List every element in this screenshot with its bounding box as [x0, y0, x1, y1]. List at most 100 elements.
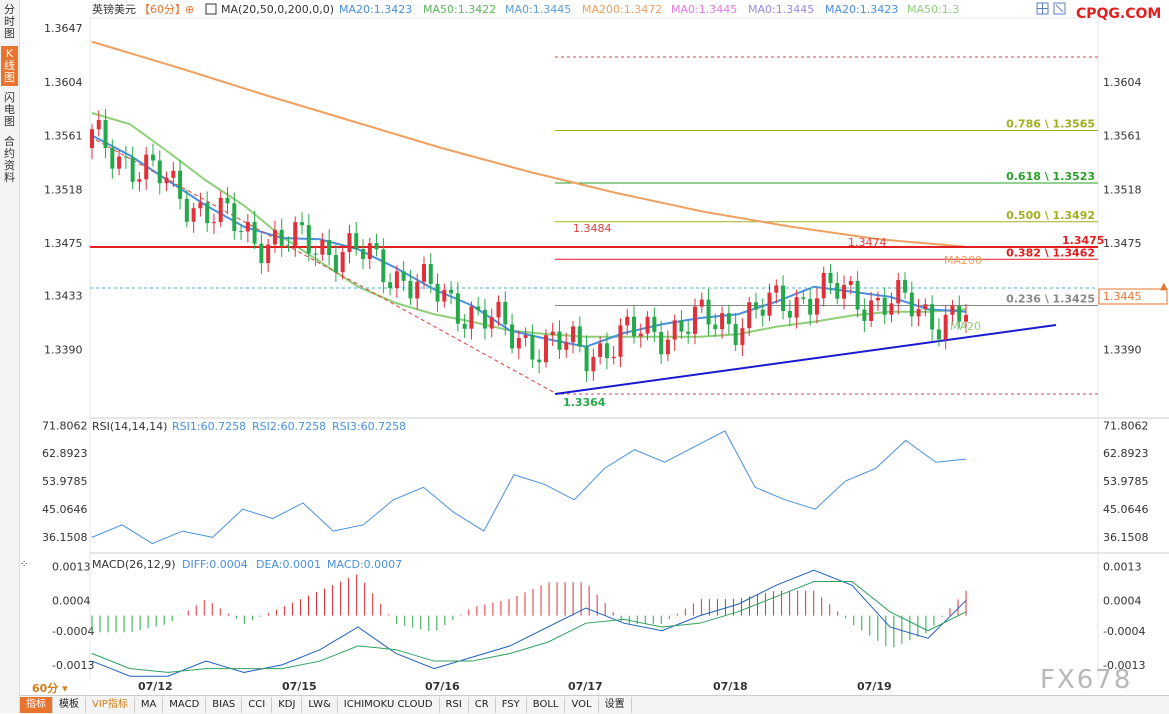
candle-body	[862, 309, 867, 322]
rsi-tick-label: 36.1508	[42, 531, 88, 544]
toolbar-bias[interactable]: BIAS	[206, 697, 243, 713]
low-annotation: 1.3364	[563, 396, 606, 409]
toolbar-kdj[interactable]: KDJ	[272, 697, 303, 713]
candle-body	[164, 177, 169, 184]
fullscreen-icon[interactable]	[1036, 2, 1049, 15]
candle-body	[354, 233, 359, 250]
candle-body	[604, 343, 609, 359]
y-tick-label: 1.3433	[44, 290, 83, 303]
candle-body	[706, 299, 711, 325]
macd-dea-line	[91, 581, 967, 673]
candle-body	[150, 154, 155, 161]
rsi-line	[91, 430, 967, 545]
period-selector-label: 60分	[32, 682, 59, 695]
toolbar-macd[interactable]: MACD	[163, 697, 207, 713]
macd-tick-label: -0.0004	[1103, 625, 1145, 638]
candle-body	[964, 315, 968, 322]
candle-body	[584, 346, 589, 372]
candle-body	[96, 120, 101, 130]
candle-body	[801, 297, 806, 299]
candle-body	[875, 297, 880, 301]
candle-body	[611, 356, 616, 359]
period-label: 【60分】	[139, 3, 186, 16]
toolbar-cci[interactable]: CCI	[242, 697, 273, 713]
fib-level-label: 0.618 \ 1.3523	[1006, 170, 1095, 183]
macd-tick-label: -0.0004	[52, 625, 94, 638]
candle-body	[645, 316, 650, 334]
candle-body	[774, 285, 779, 293]
rsi-tick-label: 53.9785	[42, 475, 88, 488]
symbol-name: 英镑美元	[92, 2, 136, 16]
candle-body	[394, 271, 399, 289]
toolbar-rsi[interactable]: RSI	[440, 697, 469, 713]
candle-body	[503, 301, 508, 325]
tab-kline[interactable]: K线图	[1, 46, 18, 86]
candle-body	[618, 325, 623, 357]
candle-body	[313, 253, 318, 255]
candle-body	[896, 280, 901, 304]
candle-body	[557, 331, 562, 350]
chart-area: 英镑美元 【60分】 ⊕ MA(20,50,0,200,0,0) MA20:1.…	[20, 2, 1169, 695]
candle-body	[455, 293, 460, 324]
candle-body	[320, 240, 325, 255]
candle-body	[855, 281, 860, 310]
candle-body	[659, 331, 664, 355]
candle-body	[923, 304, 928, 310]
candle-body	[401, 271, 406, 281]
candle-body	[842, 284, 847, 299]
ma-params: MA(20,50,0,200,0,0)	[221, 3, 334, 16]
indicator-toggle-icon[interactable]	[205, 3, 217, 15]
rsi-tick-label: 71.8062	[1103, 419, 1149, 432]
y-tick-label: 1.3647	[44, 22, 83, 35]
toolbar-boll[interactable]: BOLL	[527, 697, 566, 713]
rsi-legend: RSI1:60.7258	[172, 420, 246, 433]
y-tick-label: 1.3475	[44, 237, 83, 250]
fib-level-label: 0.382 \ 1.3462	[1006, 246, 1095, 259]
macd-tick-label: 0.0013	[1103, 560, 1142, 573]
macd-menu-icon[interactable]: ⁘	[20, 559, 28, 570]
rsi-title: RSI(14,14,14)	[92, 420, 167, 433]
candle-body	[347, 233, 352, 253]
ma-value: MA20:1.3423	[825, 3, 898, 16]
candle-body	[632, 316, 637, 337]
toolbar-vip[interactable]: VIP指标	[86, 697, 135, 713]
candle-body	[753, 302, 758, 310]
candle-body	[516, 337, 521, 349]
candle-body	[496, 301, 501, 318]
toolbar-lw[interactable]: LW&	[302, 697, 338, 713]
candle-body	[178, 170, 183, 199]
toolbar-ichimoku[interactable]: ICHIMOKU CLOUD	[338, 697, 440, 713]
rsi-tick-label: 71.8062	[42, 419, 88, 432]
expand-icon[interactable]	[1053, 2, 1066, 15]
macd-tick-label: -0.0013	[52, 659, 94, 672]
candle-body	[449, 289, 454, 294]
toolbar-cr[interactable]: CR	[469, 697, 496, 713]
period-selector[interactable]: 60分 ▾	[20, 680, 102, 695]
candle-body	[130, 157, 135, 182]
ma-value: MA0:1.3445	[505, 3, 571, 16]
toolbar-fsy[interactable]: FSY	[496, 697, 527, 713]
candle-body	[550, 331, 555, 336]
tab-timeshare[interactable]: 分时图	[4, 3, 15, 40]
tab-lightning[interactable]: 闪电图	[4, 91, 15, 128]
toolbar-vol[interactable]: VOL	[565, 697, 599, 713]
candle-body	[760, 309, 765, 316]
candle-body	[198, 202, 203, 209]
toolbar-ma[interactable]: MA	[135, 697, 164, 713]
macd-legend-dea: DEA:0.0001	[256, 558, 321, 571]
tab-contract-info[interactable]: 合约资料	[4, 135, 15, 184]
toolbar-settings[interactable]: 设置	[599, 697, 632, 713]
toolbar-indicators[interactable]: 指标	[20, 697, 53, 713]
settings-icon[interactable]: ⊕	[185, 3, 194, 16]
candle-body	[930, 304, 935, 330]
x-tick-label: 07/19	[857, 680, 892, 693]
toolbar-template[interactable]: 模板	[53, 697, 86, 713]
candle-body	[462, 323, 467, 329]
candle-body	[835, 282, 840, 299]
candle-body	[266, 244, 271, 264]
y-tick-label: 1.3604	[44, 76, 83, 89]
sidebar: 分时图 K线图 闪电图 合约资料	[0, 0, 20, 713]
candle-body	[957, 305, 962, 322]
candle-body	[510, 324, 515, 349]
ma-value: MA50:1.3422	[423, 3, 496, 16]
